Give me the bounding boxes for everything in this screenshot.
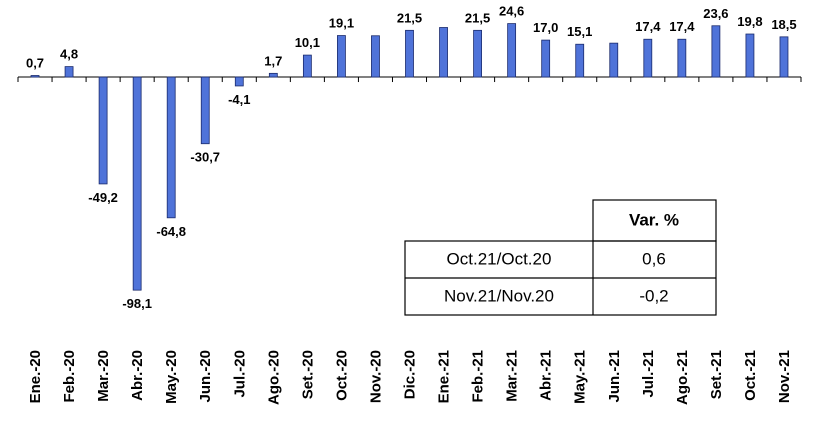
value-label: -4,1	[228, 92, 250, 107]
value-label: 1,7	[264, 53, 282, 68]
bar	[371, 35, 380, 78]
x-tick-label: Oct.-20	[333, 350, 350, 401]
bar	[711, 25, 721, 78]
bar	[745, 33, 755, 78]
bar	[779, 36, 789, 78]
bar	[337, 35, 346, 78]
x-tick-label: May.-20	[163, 350, 180, 404]
x-tick-label: Abr.-20	[129, 350, 146, 401]
x-tick-label: Set.-20	[299, 350, 316, 399]
x-tick-label: Mar.-20	[95, 350, 112, 402]
table-cell: 0,6	[642, 249, 666, 268]
x-tick-label: Jul.-21	[640, 350, 657, 398]
bar	[643, 38, 653, 78]
value-label: -30,7	[190, 150, 220, 165]
bar	[30, 75, 40, 78]
table-cell: Oct.21/Oct.20	[447, 249, 552, 268]
bar	[575, 43, 585, 78]
inset-table	[404, 199, 717, 316]
x-tick-label: Ene.-21	[436, 350, 453, 403]
x-tick-label: Ago.-21	[674, 350, 691, 405]
x-tick-label: Jul.-20	[231, 350, 248, 398]
value-label: 18,5	[771, 17, 796, 32]
table-cell: Nov.21/Nov.20	[444, 286, 554, 305]
value-label: 21,5	[397, 10, 422, 25]
value-label: 19,1	[329, 16, 354, 31]
x-tick-label: Feb.-21	[470, 350, 487, 403]
bar	[166, 76, 176, 219]
x-tick-label: May.-21	[572, 350, 589, 404]
x-tick-label: Oct.-21	[742, 350, 759, 401]
bar	[405, 29, 414, 78]
bar	[268, 72, 278, 78]
value-label: 17,4	[635, 19, 661, 34]
x-tick-label: Jun.-20	[197, 350, 214, 403]
value-label: -64,8	[156, 224, 186, 239]
x-tick-label: Ago.-20	[265, 350, 282, 405]
x-tick-label: Set.-21	[708, 350, 725, 399]
bar	[507, 23, 517, 78]
value-label: -98,1	[122, 296, 152, 311]
bar	[132, 76, 142, 291]
bar	[234, 76, 244, 87]
x-tick-label: Nov.-21	[776, 350, 793, 403]
value-label: 10,1	[295, 35, 320, 50]
value-label: 23,6	[703, 6, 728, 21]
value-label: 17,0	[533, 20, 558, 35]
bar	[302, 54, 312, 78]
bar	[98, 76, 108, 185]
value-label: 24,6	[499, 4, 524, 19]
table-header: Var. %	[629, 210, 679, 229]
bar	[200, 76, 210, 145]
x-tick-label: Feb.-20	[61, 350, 78, 403]
x-tick-label: Ene.-20	[27, 350, 44, 403]
bar	[677, 38, 687, 78]
x-tick-label: Nov.-20	[367, 350, 384, 403]
bar	[64, 66, 74, 78]
table-cell: -0,2	[639, 286, 668, 305]
x-tick-label: Dic.-20	[402, 350, 419, 399]
bar	[439, 27, 448, 78]
value-label: 17,4	[669, 19, 695, 34]
value-label: 4,8	[60, 47, 78, 62]
value-label: 0,7	[26, 56, 44, 71]
x-tick-label: Mar.-21	[504, 350, 521, 402]
bar	[473, 29, 482, 78]
value-label: -49,2	[88, 190, 118, 205]
value-label: 21,5	[465, 10, 490, 25]
value-label: 15,1	[567, 24, 592, 39]
bar	[541, 39, 551, 78]
bar	[609, 42, 619, 78]
x-tick-label: Abr.-21	[538, 350, 555, 401]
value-label: 19,8	[737, 14, 762, 29]
x-tick-label: Jun.-21	[606, 350, 623, 403]
